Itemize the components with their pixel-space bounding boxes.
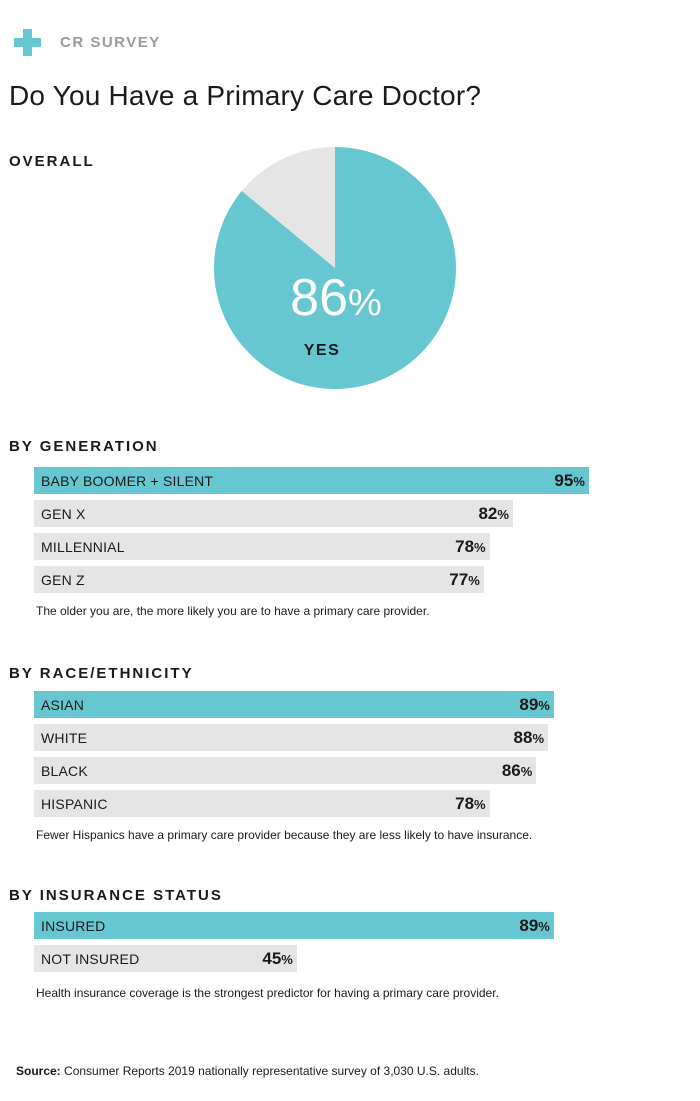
overall-label: OVERALL <box>9 153 95 170</box>
bar <box>34 533 490 560</box>
bar-value-label: 45% <box>262 949 293 968</box>
bar-value-label: 89% <box>519 695 550 714</box>
generation-note: The older you are, the more likely you a… <box>36 604 430 618</box>
bar-row: INSURED 89% <box>34 912 674 939</box>
source-note: Source: Consumer Reports 2019 nationally… <box>16 1064 479 1078</box>
bar-value-label: 77% <box>449 570 480 589</box>
bar-value-label: 88% <box>513 728 544 747</box>
source-text: Consumer Reports 2019 nationally represe… <box>60 1064 479 1078</box>
bar-label: MILLENNIAL <box>41 539 125 555</box>
bar-value-label: 78% <box>455 794 486 813</box>
bar-label: WHITE <box>41 730 88 746</box>
pie-value-pct: % <box>348 282 382 324</box>
bar-row: HISPANIC 78% <box>34 790 674 817</box>
bar-label: HISPANIC <box>41 796 108 812</box>
bar <box>34 467 589 494</box>
bar-row: BABY BOOMER + SILENT 95% <box>34 467 674 494</box>
pie-caption: YES <box>304 342 341 359</box>
bar-row: GEN Z 77% <box>34 566 674 593</box>
race-bar-chart: ASIAN 89% WHITE 88% BLACK 86% HISPANIC 78% <box>34 691 674 823</box>
bar-value-label: 89% <box>519 916 550 935</box>
bar <box>34 790 490 817</box>
bar-row: GEN X 82% <box>34 500 674 527</box>
bar <box>34 912 554 939</box>
bar-row: BLACK 86% <box>34 757 674 784</box>
bar-value-label: 82% <box>478 504 509 523</box>
bar-label: BABY BOOMER + SILENT <box>41 473 214 489</box>
bar <box>34 500 513 527</box>
pie-value-label: 86% <box>290 269 382 327</box>
bar-value-label: 78% <box>455 537 486 556</box>
bar <box>34 945 297 972</box>
bar-row: NOT INSURED 45% <box>34 945 674 972</box>
overall-pie-chart: 86% YES <box>214 147 456 389</box>
insurance-section-title: BY INSURANCE STATUS <box>9 887 223 904</box>
bar <box>34 724 548 751</box>
brand-header: CR SURVEY <box>14 28 161 56</box>
bar-label: GEN Z <box>41 572 85 588</box>
bar-label: NOT INSURED <box>41 951 140 967</box>
bar <box>34 691 554 718</box>
plus-icon <box>14 28 41 56</box>
bar-label: ASIAN <box>41 697 85 713</box>
race-note: Fewer Hispanics have a primary care prov… <box>36 828 533 842</box>
bar-label: INSURED <box>41 918 106 934</box>
bar-label: BLACK <box>41 763 88 779</box>
bar <box>34 757 537 784</box>
pie-value-number: 86 <box>290 269 348 327</box>
bar-row: MILLENNIAL 78% <box>34 533 674 560</box>
generation-section-title: BY GENERATION <box>9 438 159 455</box>
bar-row: WHITE 88% <box>34 724 674 751</box>
bar-value-label: 95% <box>554 471 585 490</box>
source-label: Source: <box>16 1064 61 1078</box>
generation-bar-chart: BABY BOOMER + SILENT 95% GEN X 82% MILLENNIA… <box>34 467 674 599</box>
bar-row: ASIAN 89% <box>34 691 674 718</box>
brand-text: CR SURVEY <box>60 33 161 51</box>
bar <box>34 566 484 593</box>
race-section-title: BY RACE/ETHNICITY <box>9 665 194 682</box>
page-title: Do You Have a Primary Care Doctor? <box>9 80 482 111</box>
insurance-bar-chart: INSURED 89% NOT INSURED 45% <box>34 912 674 978</box>
pie-slice-other <box>241 147 335 268</box>
bar-value-label: 86% <box>501 761 533 780</box>
bar-label: GEN X <box>41 506 86 522</box>
insurance-note: Health insurance coverage is the stronge… <box>36 986 499 1000</box>
